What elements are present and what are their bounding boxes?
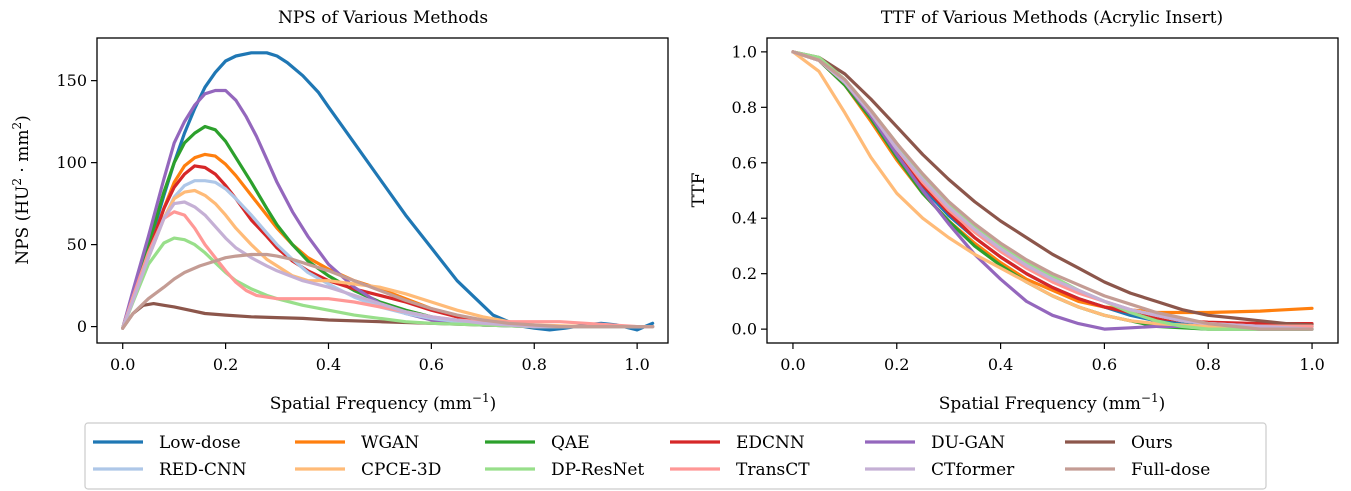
nps-y-tick-label: 50 [67, 235, 87, 254]
ttf-series-ours [791, 50, 1314, 327]
ttf-x-tick-label: 0.4 [988, 355, 1013, 374]
ttf-series-transct [791, 50, 1314, 328]
nps-series-dp-resnet [121, 236, 655, 330]
nps-y-tick-label: 0 [77, 317, 87, 336]
legend-label-transct: TransCT [736, 460, 810, 480]
legend-label-full-dose: Full-dose [1131, 460, 1210, 480]
nps-series-full-dose [121, 252, 655, 330]
legend: Low-dose WGAN QAE EDCNN DU-GAN Ours RED-CNN CPC… [84, 422, 1267, 490]
nps-series-cpce-3d [121, 188, 655, 330]
ttf-y-tick-label: 0.8 [732, 98, 757, 117]
ttf-chart: TTF of Various Methods (Acrylic Insert) … [689, 8, 1339, 414]
ttf-x-axis-label: Spatial Frequency (mm−1) [939, 391, 1165, 414]
ttf-y-tick-label: 0.4 [732, 209, 757, 228]
ttf-series-ctformer [791, 50, 1314, 331]
nps-chart: NPS of Various Methods 0.0 0.2 0.4 0.6 0.8 1.… [10, 8, 669, 414]
legend-label-ours: Ours [1131, 433, 1173, 453]
nps-y-ticks: 0 50 100 150 [56, 71, 97, 336]
nps-y-tick-label: 100 [56, 153, 87, 172]
ttf-y-tick-label: 0.0 [732, 320, 757, 339]
legend-label-wgan: WGAN [361, 433, 419, 453]
nps-y-axis-label: NPS (HU2 · mm2) [10, 115, 33, 265]
ttf-series-full-dose [791, 50, 1314, 331]
ttf-series-layer [791, 50, 1314, 331]
ttf-x-tick-label: 0.2 [884, 355, 909, 374]
ttf-x-ticks: 0.0 0.2 0.4 0.6 0.8 1.0 [780, 343, 1325, 374]
nps-x-tick-label: 0.2 [213, 355, 238, 374]
ttf-chart-title: TTF of Various Methods (Acrylic Insert) [881, 8, 1223, 28]
legend-label-low-dose: Low-dose [159, 433, 241, 453]
nps-x-tick-label: 1.0 [624, 355, 649, 374]
ttf-x-tick-label: 0.8 [1196, 355, 1221, 374]
legend-label-edcnn: EDCNN [736, 433, 805, 453]
ttf-y-ticks: 0.0 0.2 0.4 0.6 0.8 1.0 [732, 42, 767, 339]
nps-plot-frame [96, 37, 669, 344]
nps-x-tick-label: 0.8 [522, 355, 547, 374]
nps-chart-title: NPS of Various Methods [278, 8, 488, 28]
legend-frame [84, 422, 1267, 490]
nps-series-transct [121, 210, 655, 330]
ttf-plot-frame [766, 37, 1339, 344]
ttf-y-tick-label: 0.6 [732, 153, 757, 172]
legend-label-qae: QAE [551, 433, 590, 453]
nps-x-tick-label: 0.6 [419, 355, 444, 374]
ttf-x-tick-label: 0.0 [780, 355, 805, 374]
legend-label-du-gan: DU-GAN [931, 433, 1005, 453]
nps-x-axis-label: Spatial Frequency (mm−1) [270, 391, 496, 414]
ttf-x-tick-label: 0.6 [1092, 355, 1117, 374]
ttf-series-cpce-3d [791, 50, 1314, 328]
nps-y-tick-label: 150 [56, 71, 87, 90]
ttf-y-axis-label: TTF [689, 172, 709, 207]
legend-items: Low-dose WGAN QAE EDCNN DU-GAN Ours RED-CNN CPC… [93, 433, 1210, 480]
ttf-y-tick-label: 0.2 [732, 264, 757, 283]
legend-label-red-cnn: RED-CNN [159, 460, 247, 480]
ttf-x-tick-label: 1.0 [1299, 355, 1324, 374]
nps-series-layer [121, 51, 655, 332]
nps-x-tick-label: 0.4 [316, 355, 341, 374]
nps-series-low-dose [121, 51, 655, 332]
legend-label-cpce-3d: CPCE-3D [361, 460, 441, 480]
legend-label-ctformer: CTformer [931, 460, 1015, 480]
legend-label-dp-resnet: DP-ResNet [551, 460, 644, 480]
nps-series-ctformer [121, 200, 655, 330]
nps-x-ticks: 0.0 0.2 0.4 0.6 0.8 1.0 [110, 343, 650, 374]
ttf-series-red-cnn [791, 50, 1314, 328]
nps-x-tick-label: 0.0 [110, 355, 135, 374]
ttf-y-tick-label: 1.0 [732, 42, 757, 61]
